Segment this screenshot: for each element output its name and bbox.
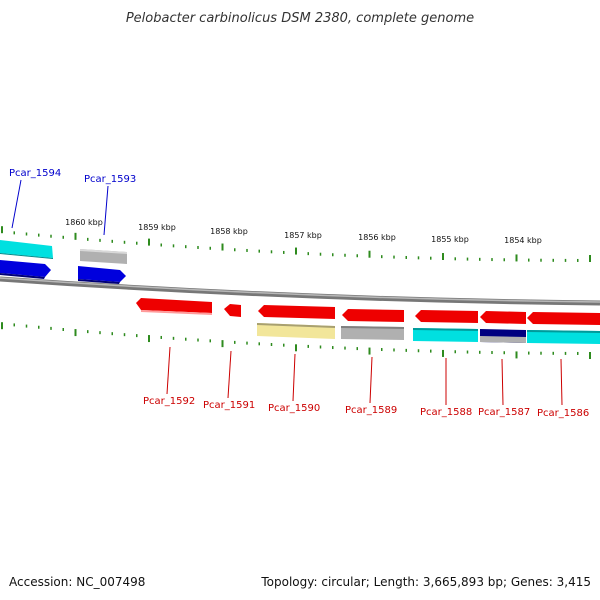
gene-pcar-1594[interactable] [0, 260, 51, 277]
stripe-shadow [527, 330, 600, 333]
kbp-label: 1856 kbp [358, 233, 396, 242]
accession-text: Accession: NC_007498 [9, 575, 145, 589]
kbp-label: 1855 kbp [431, 235, 469, 244]
gene-pcar-1587[interactable] [480, 311, 526, 324]
kbp-label: 1857 kbp [284, 231, 322, 240]
gene-stripe-pcar-1594[interactable] [0, 240, 53, 258]
gene-shadow [0, 273, 45, 279]
ruler-ticks [1, 226, 591, 359]
bottom-strand-genes [136, 298, 600, 344]
stripe-shadow [413, 328, 478, 331]
stripe-lower [480, 336, 526, 343]
kbp-label: 1858 kbp [210, 227, 248, 236]
top-gene-labels: Pcar_1594 Pcar_1593 [9, 168, 136, 236]
gene-pcar-1586[interactable] [527, 312, 600, 325]
kbp-labels: 1860 kbp 1859 kbp 1858 kbp 1857 kbp 1856… [65, 218, 542, 245]
stripe-highlight [80, 249, 127, 254]
gene-stripe-pcar-1586[interactable] [527, 330, 600, 344]
gene-pcar-1593[interactable] [78, 266, 126, 282]
gene-label-pcar-1592[interactable]: Pcar_1592 [143, 396, 195, 407]
gene-label-pcar-1594[interactable]: Pcar_1594 [9, 168, 61, 179]
leader-line [501, 358, 504, 406]
kbp-label: 1860 kbp [65, 218, 103, 227]
genome-backbone-highlight [0, 277, 600, 303]
kbp-label: 1854 kbp [504, 236, 542, 245]
gene-shadow [78, 279, 120, 284]
gene-pcar-1590[interactable] [258, 305, 335, 319]
gene-stripe-pcar-1588[interactable] [413, 328, 478, 342]
gene-pcar-1589[interactable] [342, 309, 404, 322]
leader-line [11, 179, 22, 229]
gene-pcar-1588[interactable] [415, 310, 478, 323]
genome-summary-text: Topology: circular; Length: 3,665,893 bp… [260, 575, 591, 589]
gene-pcar-1592[interactable] [136, 298, 212, 313]
leader-line [292, 353, 296, 402]
leader-line [560, 358, 563, 406]
top-strand-genes [0, 240, 127, 284]
gene-label-pcar-1587[interactable]: Pcar_1587 [478, 407, 530, 418]
stripe-shadow [341, 326, 404, 329]
gene-highlight [141, 310, 212, 315]
leader-line [227, 350, 232, 399]
map-title: Pelobacter carbinolicus DSM 2380, comple… [126, 11, 474, 26]
kbp-label: 1859 kbp [138, 223, 176, 232]
leader-line [166, 346, 171, 395]
gene-label-pcar-1589[interactable]: Pcar_1589 [345, 405, 397, 416]
stripe-shadow [0, 253, 53, 259]
gene-label-pcar-1588[interactable]: Pcar_1588 [420, 407, 472, 418]
leader-line [103, 185, 109, 236]
leader-line [369, 356, 373, 404]
bottom-gene-labels: Pcar_1592 Pcar_1591 Pcar_1590 Pcar_1589 … [143, 346, 589, 419]
gene-label-pcar-1591[interactable]: Pcar_1591 [203, 400, 255, 411]
gene-label-pcar-1590[interactable]: Pcar_1590 [268, 403, 320, 414]
stripe-shadow [257, 323, 335, 328]
gene-label-pcar-1586[interactable]: Pcar_1586 [537, 408, 589, 419]
gene-pcar-1591[interactable] [224, 304, 241, 317]
gene-stripe-pcar-1589[interactable] [341, 326, 404, 340]
genome-backbone [0, 276, 600, 306]
gene-label-pcar-1593[interactable]: Pcar_1593 [84, 174, 136, 185]
